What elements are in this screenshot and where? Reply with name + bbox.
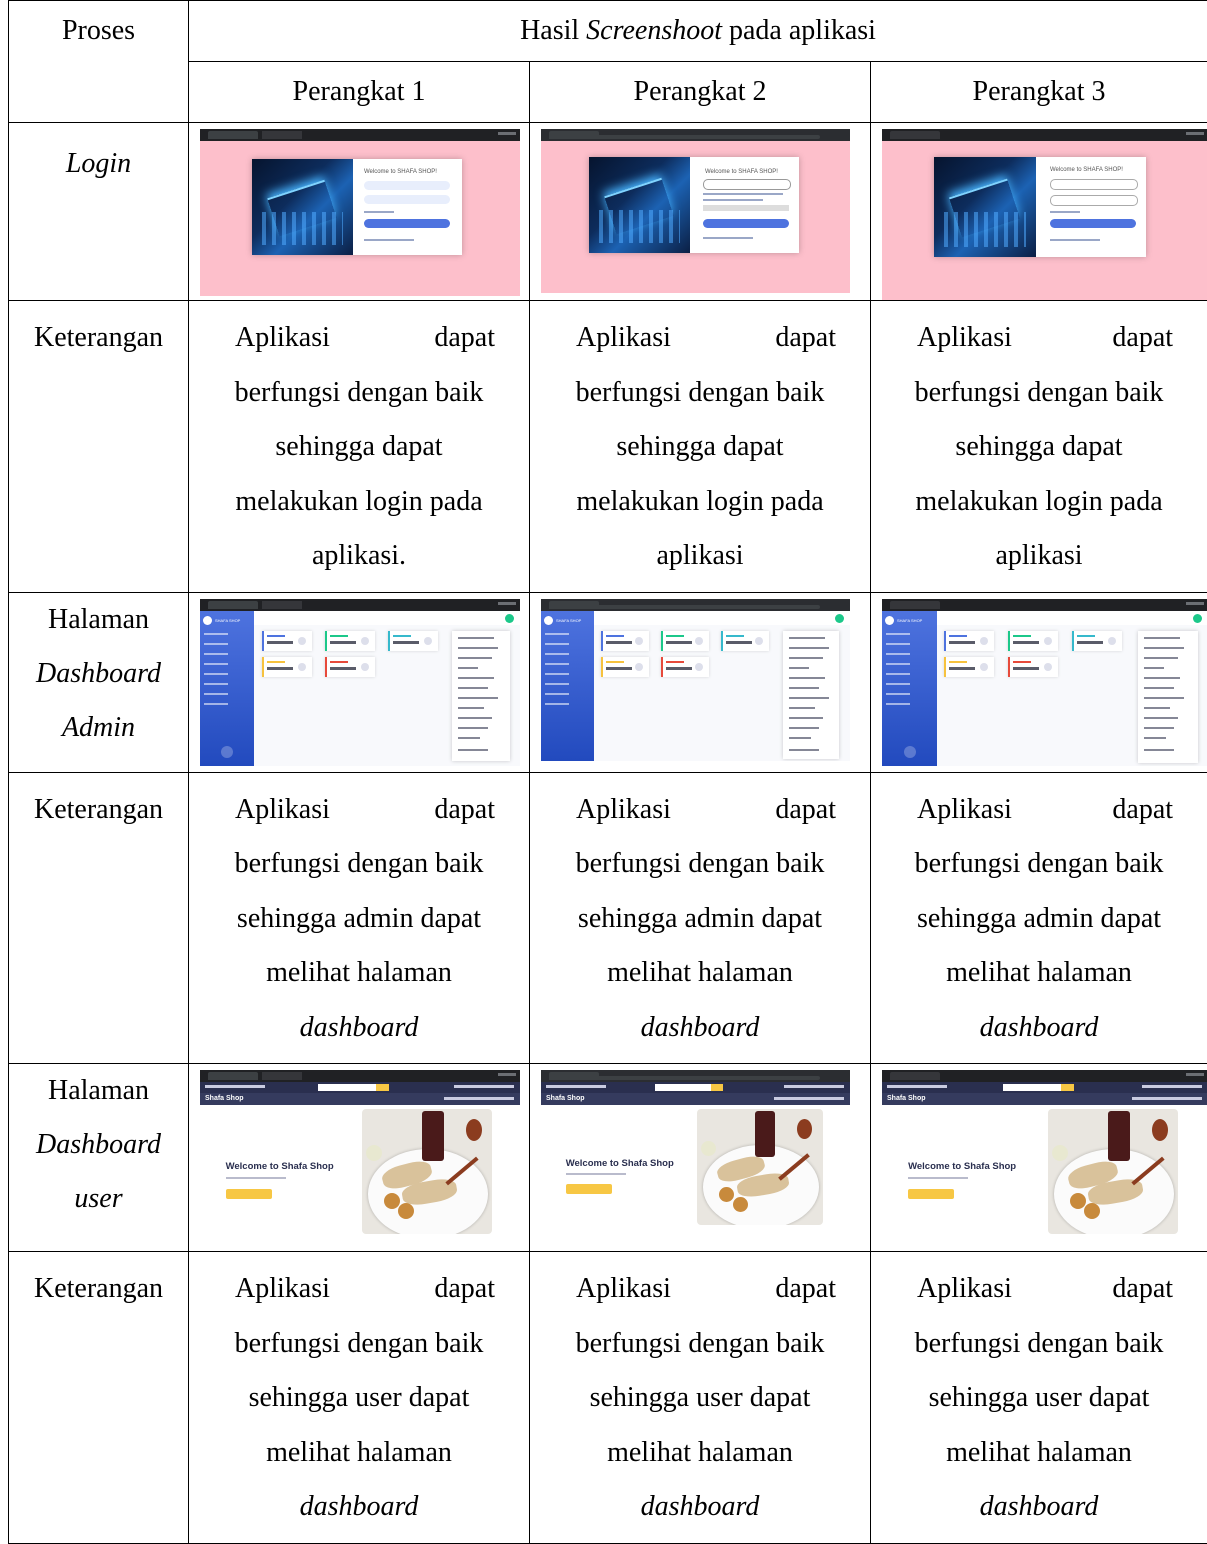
- row-label-keterangan-1: Keterangan: [9, 301, 189, 593]
- login-screenshot-2: Welcome to SHAFA SHOP!: [530, 123, 871, 301]
- user-welcome: Welcome to Shafa Shop: [226, 1161, 334, 1172]
- header-hasil: Hasil Screenshoot pada aplikasi: [189, 1, 1207, 62]
- login-title: Welcome to SHAFA SHOP!: [364, 169, 437, 175]
- admin-screenshot-1: SHAFA SHOP: [189, 592, 530, 772]
- row-label-user-dashboard: Halaman Dashboard user: [9, 1064, 189, 1252]
- user-brand: Shafa Shop: [887, 1095, 926, 1102]
- test-results-table: Proses Hasil Screenshoot pada aplikasi P…: [8, 0, 1207, 1544]
- user-welcome: Welcome to Shafa Shop: [908, 1161, 1016, 1172]
- user-welcome: Welcome to Shafa Shop: [566, 1158, 674, 1169]
- admin-screenshot-2: SHAFA SHOP: [530, 592, 871, 772]
- admin-brand: SHAFA SHOP: [215, 618, 240, 623]
- row-label-keterangan-3: Keterangan: [9, 1252, 189, 1544]
- header-device-3: Perangkat 3: [871, 62, 1207, 123]
- header-device-1: Perangkat 1: [189, 62, 530, 123]
- header-proses: Proses: [9, 1, 189, 123]
- login-screenshot-1: Welcome to SHAFA SHOP!: [189, 123, 530, 301]
- user-screenshot-3: Shafa Shop Welcome to Shafa Shop: [871, 1064, 1207, 1252]
- row-label-keterangan-2: Keterangan: [9, 772, 189, 1064]
- user-brand: Shafa Shop: [546, 1095, 585, 1102]
- admin-brand: SHAFA SHOP: [556, 618, 581, 623]
- row-label-admin-dashboard: Halaman Dashboard Admin: [9, 592, 189, 772]
- user-brand: Shafa Shop: [205, 1095, 244, 1102]
- login-screenshot-3: Welcome to SHAFA SHOP!: [871, 123, 1207, 301]
- admin-brand: SHAFA SHOP: [897, 618, 922, 623]
- admin-screenshot-3: SHAFA SHOP: [871, 592, 1207, 772]
- user-screenshot-2: Shafa Shop Welcome to Shafa Shop: [530, 1064, 871, 1252]
- user-screenshot-1: Shafa Shop Welcome to Shafa Shop: [189, 1064, 530, 1252]
- header-device-2: Perangkat 2: [530, 62, 871, 123]
- row-label-login: Login: [9, 123, 189, 301]
- login-title: Welcome to SHAFA SHOP!: [1050, 167, 1123, 173]
- login-title: Welcome to SHAFA SHOP!: [705, 169, 778, 175]
